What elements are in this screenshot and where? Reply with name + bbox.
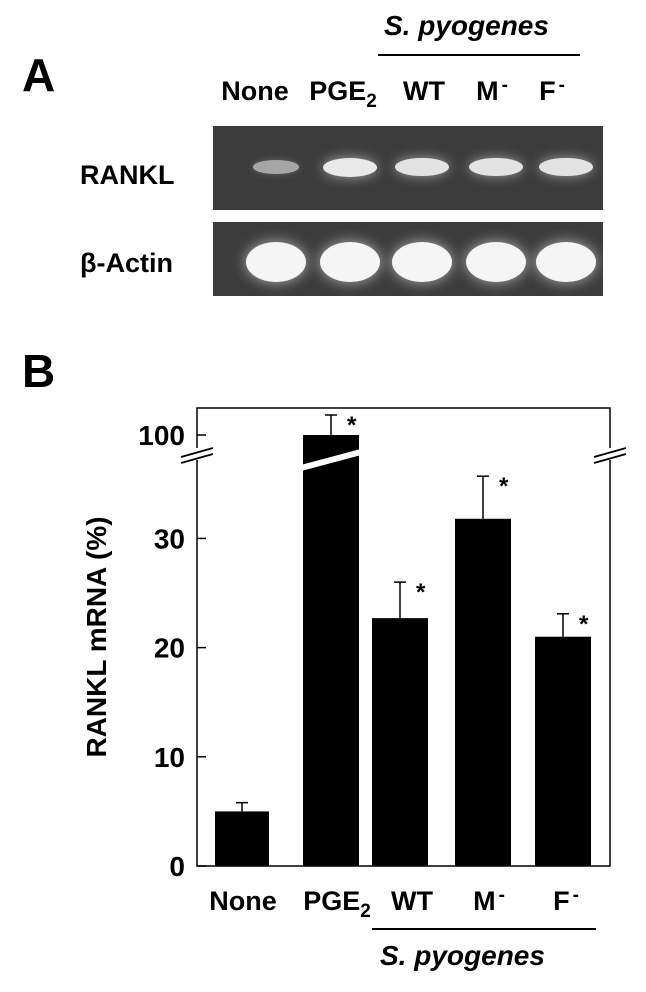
lane-label-a-2: WT bbox=[403, 78, 445, 105]
bar-2 bbox=[372, 618, 428, 866]
y-tick-label-4: 100 bbox=[138, 420, 185, 451]
significance-marker-4: * bbox=[579, 611, 589, 638]
category-label-b-subscript: 2 bbox=[360, 901, 371, 922]
gel-band-actin-4 bbox=[536, 242, 596, 282]
axis-break-mark-left-a bbox=[180, 447, 214, 458]
category-label-b-text: WT bbox=[391, 886, 433, 916]
category-label-b-3: M- bbox=[473, 885, 505, 916]
significance-marker-2: * bbox=[416, 579, 426, 606]
bar-1 bbox=[303, 435, 359, 866]
gel-band-rankl-1 bbox=[322, 157, 378, 177]
lane-label-a-text: WT bbox=[403, 76, 445, 106]
lane-label-a-text: F bbox=[539, 76, 556, 106]
lane-label-a-1: PGE2 bbox=[309, 76, 377, 112]
category-label-b-text: None bbox=[209, 886, 277, 916]
row-label-rankl: RANKL bbox=[80, 160, 175, 190]
gel-strip-rankl bbox=[213, 126, 603, 210]
lane-label-a-superscript: - bbox=[501, 75, 508, 96]
gel-band-actin-0 bbox=[246, 242, 306, 282]
gel-band-rankl-0 bbox=[253, 160, 299, 174]
panel-a-group-label: S. pyogenes bbox=[384, 10, 549, 41]
row-label-actin: β-Actin bbox=[80, 248, 173, 278]
significance-marker-3: * bbox=[499, 473, 509, 500]
category-label-b-text: PGE bbox=[303, 886, 361, 916]
axis-break-mark-right-a bbox=[593, 447, 627, 458]
y-tick-label-1: 10 bbox=[154, 742, 185, 773]
lane-label-a-superscript: - bbox=[558, 75, 565, 96]
panel-b-letter: B bbox=[22, 345, 56, 397]
lane-label-a-4: F- bbox=[539, 75, 565, 106]
lane-label-a-text: M bbox=[476, 76, 499, 106]
category-label-b-text: F bbox=[553, 886, 570, 916]
category-label-b-superscript: - bbox=[498, 885, 505, 906]
significance-marker-1: * bbox=[347, 412, 357, 439]
category-label-b-2: WT bbox=[391, 888, 433, 915]
category-label-b-4: F- bbox=[553, 885, 579, 916]
bar-4 bbox=[535, 636, 591, 866]
category-label-b-text: M bbox=[473, 886, 496, 916]
axis-break-mark-right-b bbox=[593, 453, 627, 464]
y-tick-label-2: 20 bbox=[154, 633, 185, 664]
gel-band-rankl-3 bbox=[469, 157, 523, 177]
lane-label-a-subscript: 2 bbox=[366, 91, 377, 112]
gel-strip-actin bbox=[213, 222, 603, 296]
bar-break-1 bbox=[300, 449, 362, 471]
lane-label-a-text: None bbox=[221, 76, 289, 106]
panel-b-group-label: S. pyogenes bbox=[380, 940, 545, 971]
bar-0 bbox=[215, 811, 269, 866]
gel-band-rankl-2 bbox=[395, 157, 449, 177]
panel-a-group-rule bbox=[378, 54, 580, 56]
gel-band-actin-3 bbox=[466, 242, 526, 282]
bar-3 bbox=[455, 518, 511, 866]
category-label-b-0: None bbox=[209, 888, 277, 915]
lane-label-a-text: PGE bbox=[309, 76, 367, 106]
category-label-b-1: PGE2 bbox=[303, 886, 371, 922]
panel-a-letter: A bbox=[22, 49, 56, 101]
axis-break-mark-left-b bbox=[180, 453, 214, 464]
lane-label-a-3: M- bbox=[476, 75, 508, 106]
gel-band-actin-1 bbox=[320, 242, 380, 282]
y-tick-label-3: 30 bbox=[154, 523, 185, 554]
gel-band-actin-2 bbox=[392, 242, 452, 282]
y-tick-label-0: 0 bbox=[169, 851, 185, 882]
category-label-b-superscript: - bbox=[572, 885, 579, 906]
panel-b-group-rule bbox=[372, 928, 596, 930]
gel-band-rankl-4 bbox=[539, 157, 593, 177]
lane-label-a-0: None bbox=[221, 78, 289, 105]
y-axis-label: RANKL mRNA (%) bbox=[81, 516, 112, 757]
